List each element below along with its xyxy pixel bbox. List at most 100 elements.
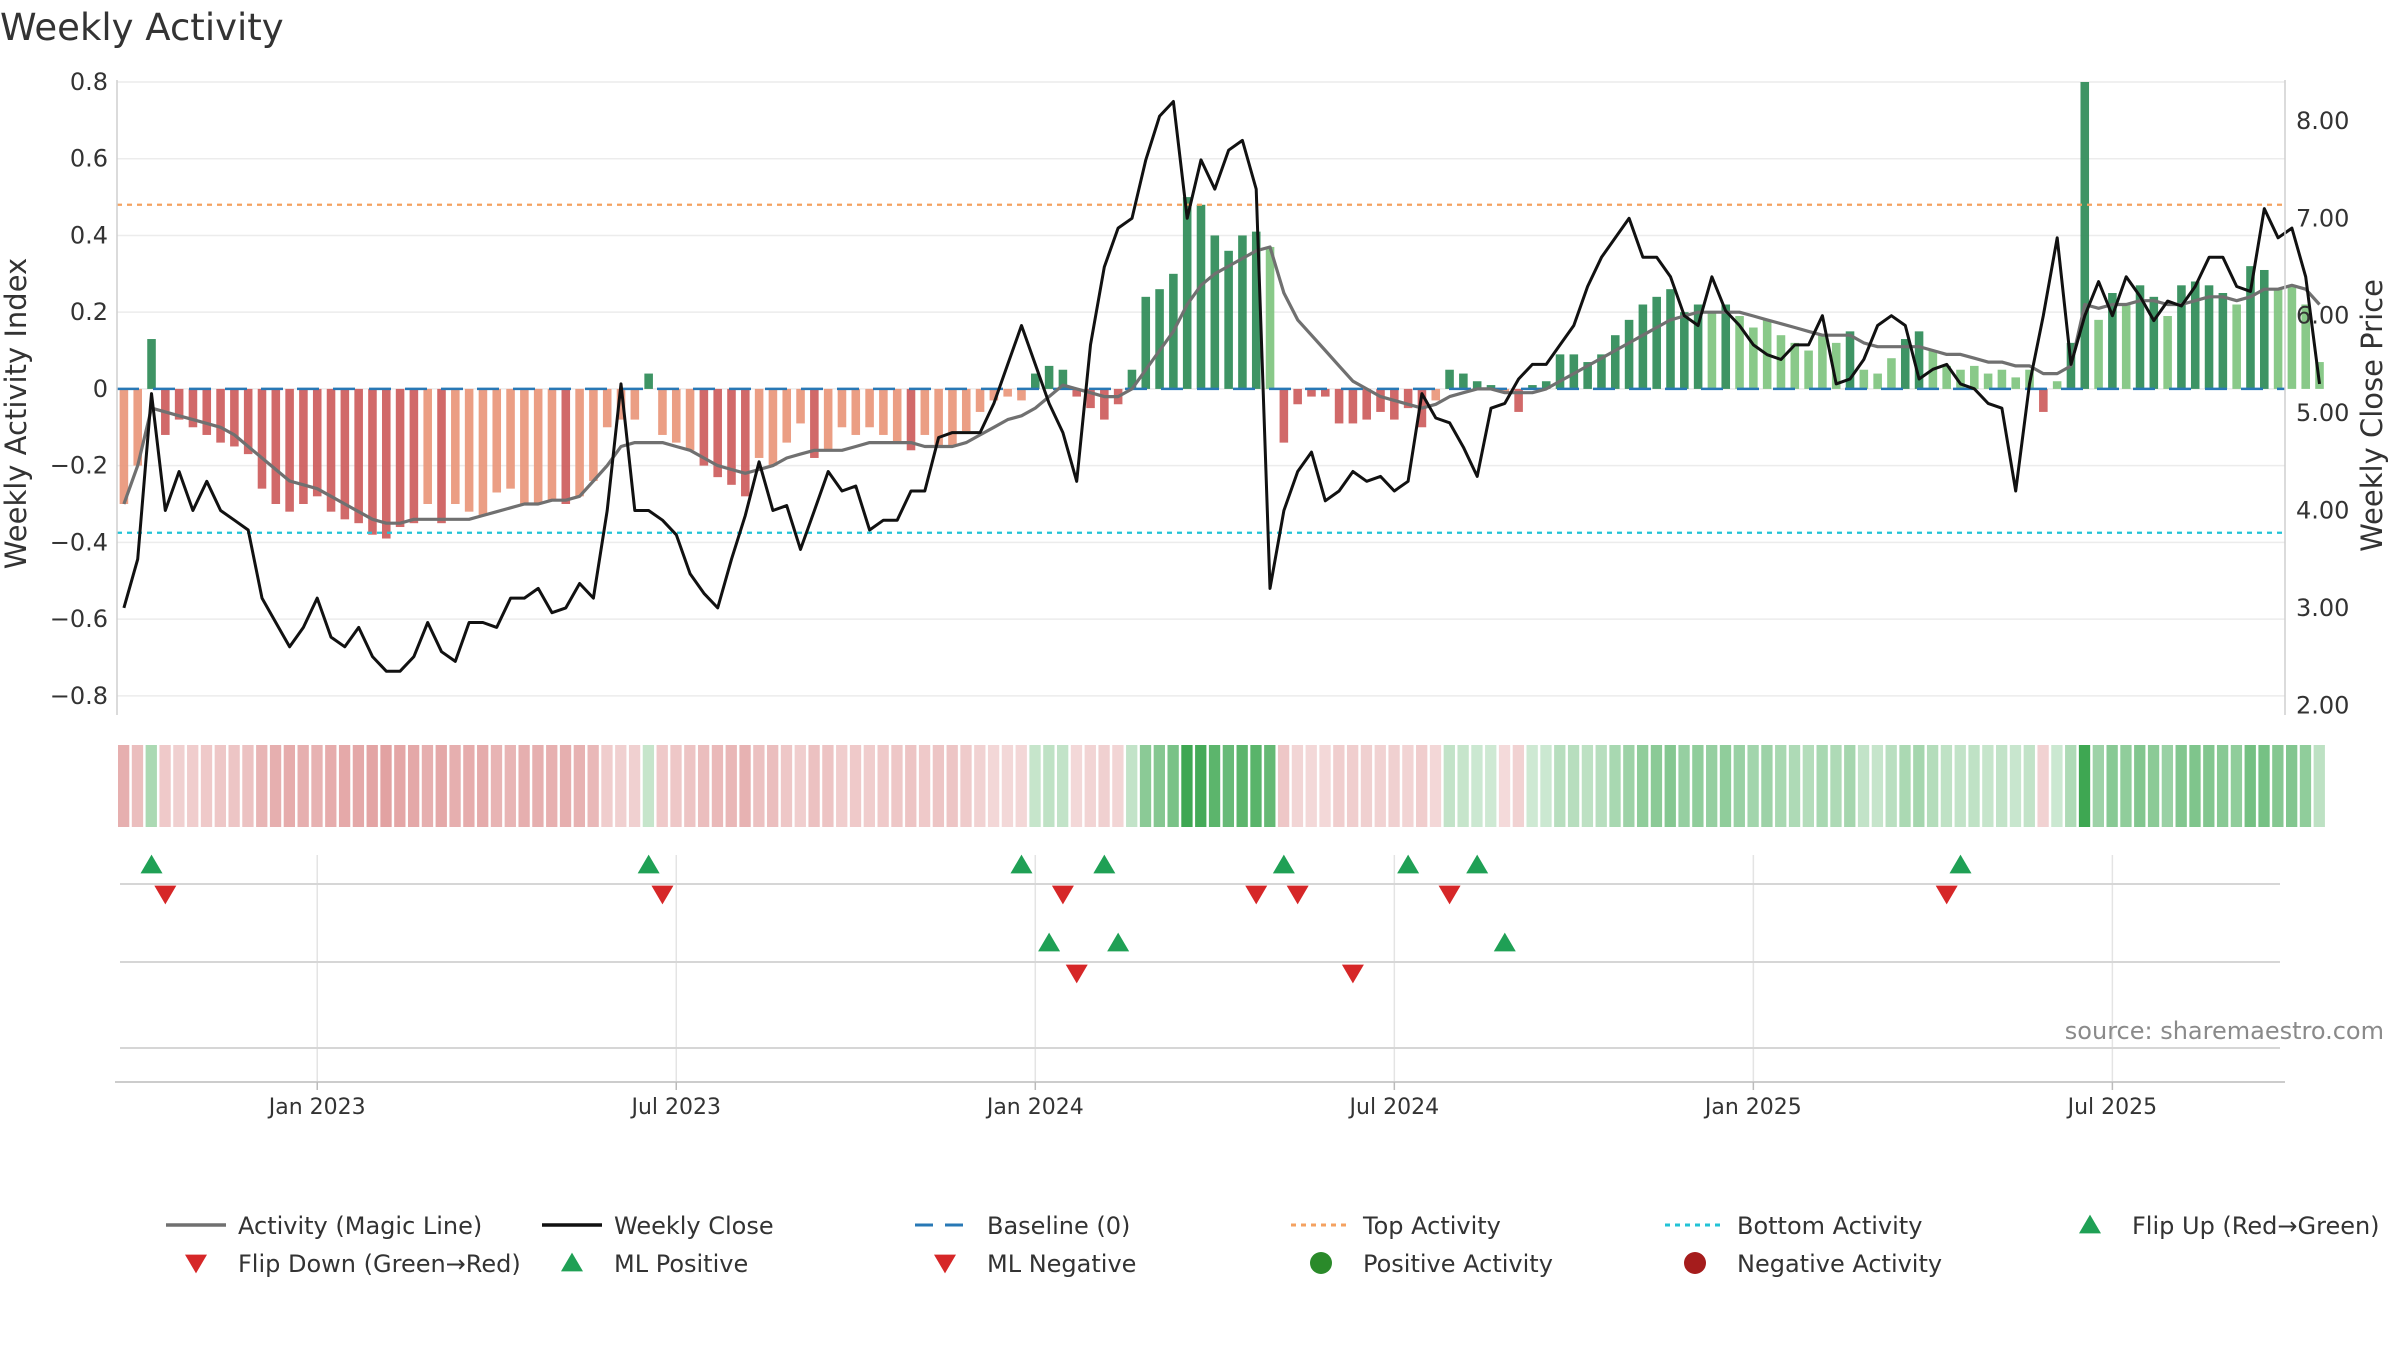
- strip-cell: [1277, 745, 1290, 827]
- y2-tick-label: 5.00: [2296, 399, 2349, 427]
- strip-cell: [2051, 745, 2063, 827]
- activity-bar: [1735, 316, 1744, 389]
- activity-bar: [1666, 289, 1675, 389]
- strip-cell: [1029, 745, 1041, 827]
- strip-cell: [1084, 745, 1096, 827]
- strip-cell: [1015, 745, 1027, 827]
- strip-cell: [932, 745, 945, 827]
- strip-cell: [2009, 745, 2022, 827]
- strip-cell: [1982, 745, 1994, 827]
- activity-bar: [920, 388, 930, 435]
- activity-bar: [1983, 373, 1993, 389]
- reference-lines: [117, 203, 2285, 534]
- activity-bar: [1031, 373, 1040, 389]
- y-tick-label: 0.2: [70, 298, 108, 326]
- strip-cell: [1333, 745, 1345, 827]
- strip-cell: [1388, 745, 1400, 827]
- activity-bar: [892, 388, 902, 443]
- strip-cell: [1692, 745, 1704, 827]
- strip-cell: [1457, 745, 1469, 827]
- strip-cell: [463, 745, 475, 827]
- y-tick-label: 0.6: [70, 145, 108, 173]
- legend-swatch-circle: [1310, 1252, 1332, 1274]
- activity-bar: [2163, 316, 2172, 389]
- strip-cell: [905, 745, 917, 827]
- activity-bar: [506, 388, 515, 489]
- activity-bar: [1597, 354, 1606, 389]
- activity-bar: [1320, 388, 1330, 397]
- strip-cell: [214, 745, 226, 827]
- activity-bar: [520, 388, 529, 504]
- activity-bar: [865, 388, 874, 428]
- activity-bar: [1100, 388, 1109, 420]
- legend-item: Bottom Activity: [1665, 1212, 1922, 1240]
- strip-cell: [1043, 745, 1055, 827]
- strip-cell: [2203, 745, 2215, 827]
- activity-bar: [1293, 388, 1302, 405]
- strip-cell: [836, 745, 848, 827]
- x-tick-label: Jan 2025: [1703, 1095, 1802, 1120]
- y2-tick-label: 7.00: [2296, 204, 2349, 232]
- legend-label: Top Activity: [1362, 1212, 1501, 1240]
- strip-cell: [960, 745, 972, 827]
- activity-bar: [1818, 335, 1827, 389]
- strip-cell: [918, 745, 931, 827]
- strip-cell: [1581, 745, 1594, 827]
- activity-bar: [1141, 296, 1151, 389]
- activity-bar: [768, 388, 778, 466]
- activity-bar: [285, 388, 294, 512]
- activity-bar: [1514, 388, 1523, 412]
- flip-up-marker: [1010, 854, 1033, 874]
- legend-swatch-circle: [1684, 1252, 1706, 1274]
- strip-cell: [1816, 745, 1828, 827]
- strip-cell: [283, 745, 296, 827]
- strip-cell: [2286, 745, 2298, 827]
- strip-cell: [891, 745, 903, 827]
- strip-cell: [2106, 745, 2118, 827]
- activity-bar: [961, 388, 971, 432]
- legend-label: Bottom Activity: [1737, 1212, 1922, 1240]
- strip-cell: [1664, 745, 1676, 827]
- activity-bar: [1638, 304, 1648, 389]
- strip-cell: [2299, 745, 2312, 827]
- activity-bar: [1472, 381, 1482, 389]
- flip-down-marker: [154, 885, 177, 905]
- activity-bar: [1238, 235, 1247, 389]
- legend-item: ML Positive: [561, 1250, 748, 1278]
- strip-cell: [449, 745, 461, 827]
- flip-up-marker: [1093, 854, 1116, 874]
- strip-cell: [1512, 745, 1525, 827]
- strip-cell: [1402, 745, 1414, 827]
- strip-cell: [1346, 745, 1359, 827]
- strip-cell: [849, 745, 862, 827]
- activity-bar: [713, 388, 722, 478]
- activity-bar: [1044, 365, 1054, 389]
- activity-bar: [671, 388, 681, 443]
- strip-cell: [1719, 745, 1732, 827]
- x-tick-label: Jul 2025: [2066, 1095, 2158, 1120]
- strip-cell: [532, 745, 544, 827]
- activity-bar: [243, 388, 253, 455]
- strip-cell: [642, 745, 655, 827]
- activity-bar: [1210, 235, 1220, 389]
- activity-bar: [1887, 358, 1896, 389]
- strip-cell: [352, 745, 365, 827]
- activity-bar: [1431, 388, 1441, 401]
- activity-bar: [1307, 388, 1316, 397]
- activity-bar: [1072, 388, 1082, 397]
- strip-cell: [1913, 745, 1925, 827]
- strip-cell: [1222, 745, 1235, 827]
- strip-cell: [1830, 745, 1842, 827]
- strip-cell: [2134, 745, 2146, 827]
- strip-cell: [1291, 745, 1304, 827]
- activity-bar: [1845, 331, 1855, 389]
- activity-bar: [1831, 342, 1841, 389]
- strip-cell: [173, 745, 185, 827]
- activity-bar: [202, 388, 212, 435]
- strip-cell: [1968, 745, 1980, 827]
- strip-cell: [1802, 745, 1814, 827]
- activity-bar: [492, 388, 502, 493]
- strip-cell: [1443, 745, 1455, 827]
- activity-bar: [1693, 304, 1703, 389]
- strip-cell: [2078, 745, 2091, 827]
